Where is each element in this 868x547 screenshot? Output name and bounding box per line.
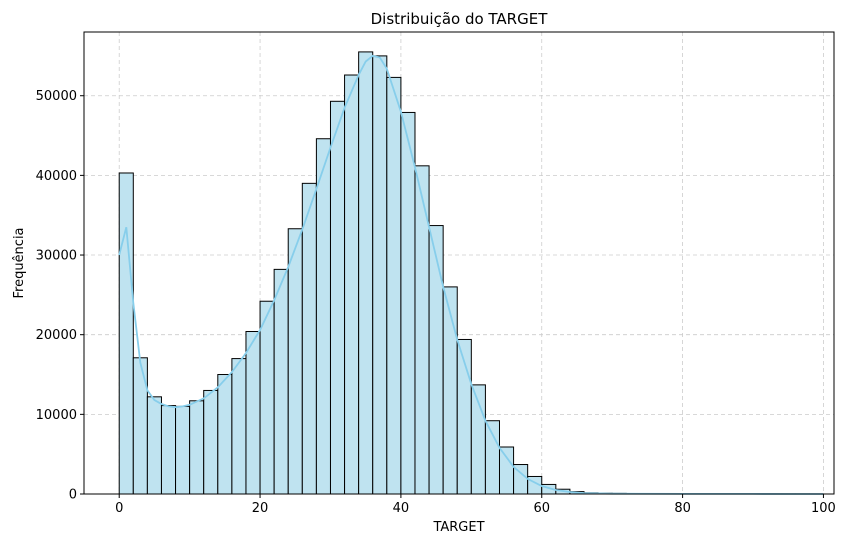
- kde-curve: [118, 54, 824, 495]
- histogram-bar: [273, 268, 289, 495]
- x-tick-label: 60: [533, 501, 550, 516]
- histogram-bar: [498, 446, 515, 495]
- x-tick-label: 80: [674, 501, 691, 516]
- histogram-bar: [484, 420, 500, 495]
- y-tick-label: 10000: [36, 408, 77, 423]
- x-tick-label: 100: [811, 501, 836, 516]
- histogram-bar: [344, 74, 360, 495]
- histogram-bar: [287, 228, 303, 495]
- y-tick-label: 50000: [36, 89, 77, 104]
- histogram-bar: [217, 374, 233, 495]
- histogram-bar: [132, 357, 148, 495]
- y-axis-label: Frequência: [12, 227, 27, 298]
- chart-title: Distribuição do TARGET: [371, 10, 549, 28]
- histogram-bar: [146, 396, 162, 495]
- y-tick-label: 30000: [36, 249, 77, 264]
- histogram-bar: [259, 300, 275, 495]
- histogram-bar: [428, 225, 444, 495]
- histogram-bar: [358, 51, 374, 495]
- x-axis-ticks: 0 20 40 60 80 100: [115, 494, 836, 516]
- histogram-bar: [118, 172, 134, 495]
- histogram-bar: [386, 76, 402, 495]
- y-tick-label: 40000: [36, 169, 77, 184]
- histogram-bars: [118, 51, 824, 495]
- histogram-bar: [203, 389, 219, 495]
- y-axis-ticks: 0 10000 20000 30000 40000 50000: [36, 89, 84, 503]
- x-axis-label: TARGET: [432, 520, 484, 535]
- histogram-bar: [189, 400, 205, 495]
- histogram-bar: [301, 182, 317, 495]
- histogram-bar: [315, 138, 331, 495]
- y-tick-label: 0: [69, 488, 77, 503]
- x-tick-label: 0: [115, 501, 123, 516]
- x-tick-label: 40: [393, 501, 410, 516]
- histogram-bar: [160, 405, 177, 495]
- histogram-bar: [372, 55, 388, 495]
- histogram-bar: [245, 331, 261, 495]
- histogram-bar: [329, 100, 346, 495]
- histogram-bar: [175, 405, 191, 495]
- plot-frame: [83, 31, 835, 495]
- y-tick-label: 20000: [36, 328, 77, 343]
- x-tick-label: 20: [252, 501, 269, 516]
- histogram-bar: [442, 286, 458, 495]
- histogram-bar: [231, 358, 247, 495]
- histogram-bar: [400, 111, 416, 495]
